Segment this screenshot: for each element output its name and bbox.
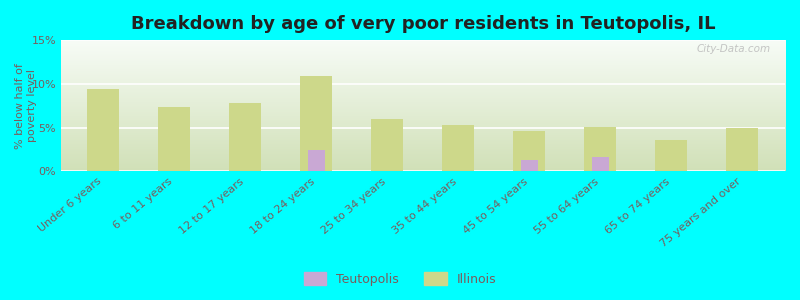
Y-axis label: % below half of
poverty level: % below half of poverty level: [15, 63, 37, 149]
Text: City-Data.com: City-Data.com: [696, 44, 770, 54]
Bar: [514, 131, 546, 171]
Bar: [371, 119, 403, 171]
Bar: [307, 150, 326, 171]
Bar: [521, 160, 538, 171]
Bar: [726, 128, 758, 171]
Bar: [585, 127, 616, 171]
Bar: [591, 157, 610, 171]
Bar: [87, 89, 119, 171]
Bar: [230, 103, 262, 171]
Legend: Teutopolis, Illinois: Teutopolis, Illinois: [299, 267, 501, 291]
Bar: [158, 107, 190, 171]
Title: Breakdown by age of very poor residents in Teutopolis, IL: Breakdown by age of very poor residents …: [130, 15, 715, 33]
Bar: [301, 76, 333, 171]
Bar: [655, 140, 687, 171]
Bar: [442, 125, 474, 171]
